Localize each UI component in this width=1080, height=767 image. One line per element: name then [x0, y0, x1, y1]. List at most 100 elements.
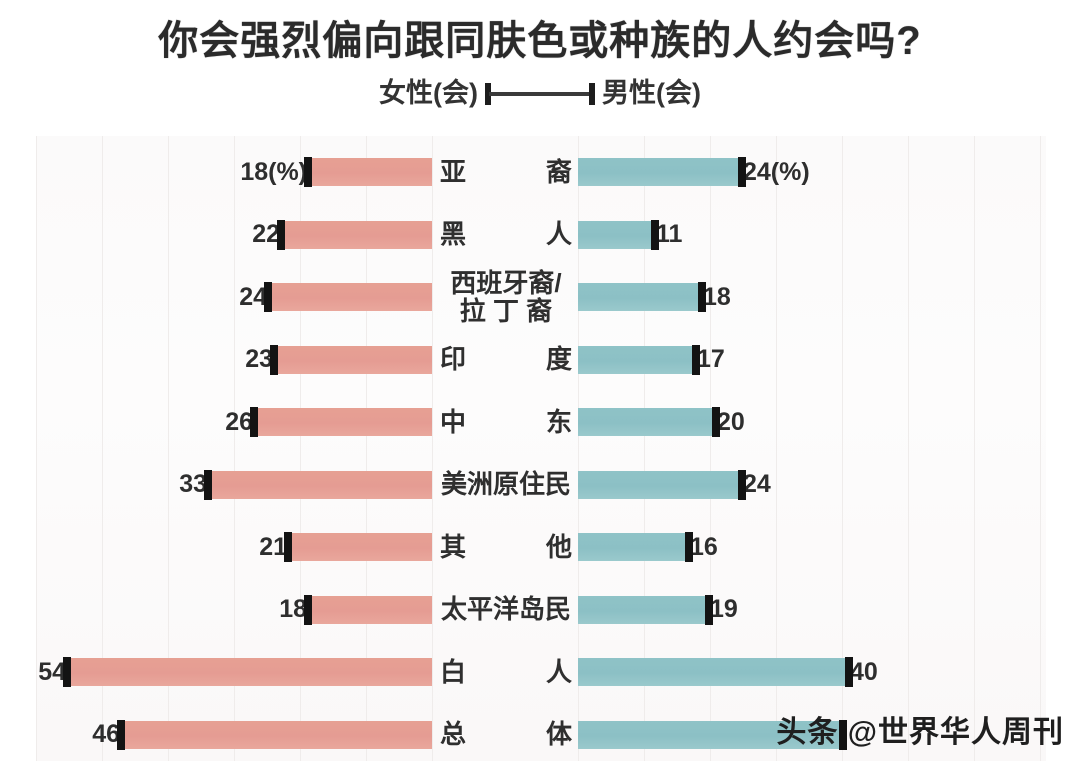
gridline [776, 136, 777, 761]
watermark: 头条 @世界华人周刊 [776, 716, 1064, 749]
category-label-part: 白 [440, 656, 467, 687]
category-label: 亚裔 [440, 141, 572, 203]
male-bar-tick [738, 157, 746, 187]
male-value-label: 17 [697, 345, 725, 373]
male-bar-group: 20 [578, 391, 745, 453]
category-label-part: 他 [545, 531, 572, 562]
page-title: 你会强烈偏向跟同肤色或种族的人约会吗? [158, 19, 922, 63]
gridline [432, 136, 433, 761]
male-bar-tick [738, 469, 746, 500]
legend-ibeam-right-cap [589, 82, 595, 105]
female-bar-tick [284, 532, 292, 562]
category-label: 美洲原住民 [440, 454, 572, 516]
legend-female-label: 女性(会) [379, 78, 478, 108]
female-bar-group: 22 [36, 204, 432, 266]
gridline [1040, 136, 1041, 761]
male-value-label: 40 [850, 657, 878, 686]
chart-row: 46 总体 [36, 704, 1046, 766]
category-label-part: 度 [545, 344, 572, 375]
male-bar-tick [845, 657, 853, 687]
female-bar [284, 532, 432, 562]
female-value-label: 22 [252, 220, 280, 248]
category-label: 其他 [440, 516, 572, 578]
gridline [842, 136, 843, 761]
gridlines [36, 136, 1046, 761]
male-bar-group: 24(%) [578, 141, 810, 203]
gridline [102, 136, 103, 761]
category-label-line: 拉 丁 裔 [459, 296, 553, 326]
chart-panel: 18(%) 亚裔 24(%) 22 黑人 11 24 西班牙裔/拉 丁 裔 18 23 印度 17 26… [36, 136, 1046, 761]
male-value-label: 19 [710, 595, 738, 623]
female-bar-group: 26 [36, 391, 432, 453]
male-bar [578, 719, 847, 750]
category-label-part: 亚 [440, 156, 467, 187]
female-value-label: 21 [259, 532, 287, 561]
chart-row: 26 中东 20 [36, 391, 1046, 453]
female-value-label: 18(%) [240, 157, 307, 186]
male-value-label: 20 [717, 407, 745, 436]
female-bar [304, 157, 432, 187]
male-bar-tick [705, 594, 713, 625]
female-value-label: 26 [225, 407, 253, 436]
male-bar [578, 344, 700, 375]
female-bar-tick [304, 157, 312, 187]
category-label: 西班牙裔/拉 丁 裔 [440, 266, 572, 328]
gridline [234, 136, 235, 761]
female-value-label: 46 [92, 720, 120, 748]
chart-row: 33 美洲原住民 24 [36, 454, 1046, 516]
male-value-label: 16 [690, 532, 718, 561]
male-bar [578, 157, 746, 187]
chart-row: 54 白 人 40 [36, 641, 1046, 703]
male-bar-group: 18 [578, 266, 731, 328]
category-label: 太平洋岛民 [440, 579, 572, 641]
male-value-label: 18 [703, 282, 731, 311]
chart-row: 18 太平洋岛民 19 [36, 579, 1046, 641]
gridline [168, 136, 169, 761]
male-bar-tick [651, 219, 659, 250]
male-bar [578, 532, 693, 562]
female-bar-group: 46 [36, 704, 432, 766]
chart-row: 21 其他 16 [36, 516, 1046, 578]
male-value-label: 24 [743, 470, 771, 498]
legend-ibeam-left-cap [485, 82, 491, 105]
category-label: 黑人 [440, 204, 572, 266]
male-bar [578, 594, 713, 625]
male-bar-group: 11 [578, 204, 682, 266]
female-bar [277, 219, 432, 250]
female-bar-group: 18 [36, 579, 432, 641]
male-bar [578, 219, 659, 250]
female-value-label: 54 [38, 657, 66, 686]
male-bar [578, 657, 853, 687]
female-bar-tick [277, 219, 285, 250]
female-bar-group: 21 [36, 516, 432, 578]
male-bar-group [578, 704, 847, 766]
male-bar-group: 24 [578, 454, 771, 516]
category-label-part: 人 [545, 656, 572, 687]
male-bar-group: 17 [578, 329, 725, 391]
chart-row: 18(%) 亚裔 24(%) [36, 141, 1046, 203]
category-label-part: 体 [545, 719, 572, 750]
category-label-part: 中 [440, 406, 467, 437]
female-bar [250, 407, 432, 437]
male-bar-tick [712, 407, 720, 437]
female-bar-group: 33 [36, 454, 432, 516]
male-bar-tick [692, 344, 700, 375]
male-bar-group: 40 [578, 641, 878, 703]
category-label-part: 其 [440, 531, 467, 562]
gridline [578, 136, 579, 761]
category-label: 印度 [440, 329, 572, 391]
male-value-label: 24(%) [743, 157, 810, 186]
category-label: 中东 [440, 391, 572, 453]
female-bar-tick [270, 344, 278, 375]
category-label-part: 黑 [440, 219, 467, 250]
legend: 女性(会) 男性(会) [0, 80, 1080, 107]
male-bar-group: 16 [578, 516, 718, 578]
male-bar [578, 407, 720, 437]
gridline [974, 136, 975, 761]
male-bar-group: 19 [578, 579, 738, 641]
female-bar-group: 23 [36, 329, 432, 391]
female-bar-group: 54 [36, 641, 432, 703]
female-bar-tick [204, 469, 212, 500]
male-bar [578, 469, 746, 500]
female-bar-group: 24 [36, 266, 432, 328]
